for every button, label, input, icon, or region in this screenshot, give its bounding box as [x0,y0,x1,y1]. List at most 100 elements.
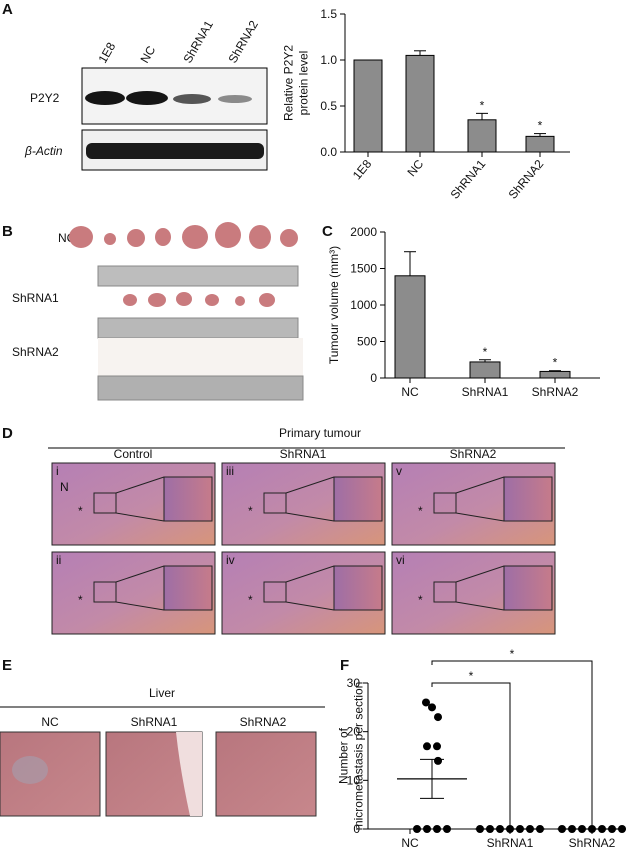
panel-numeral: iv [226,553,235,567]
y-tick-label: 10 [347,773,361,787]
row-label: P2Y2 [30,91,60,105]
significance-bracket [431,682,511,829]
bar [467,119,497,153]
lane-label: ShRNA2 [225,18,261,66]
asterisk: * [418,504,423,518]
data-point [428,703,436,712]
y-tick-label: 0 [353,822,360,836]
data-point [434,756,442,765]
bar [539,370,571,379]
panel-label: B [2,223,13,240]
band [86,143,264,159]
panel-numeral: vi [396,553,405,567]
x-tick-label: ShRNA1 [448,157,489,202]
tumour-photo: NC ShRNA1 ShRNA2 [12,222,304,401]
data-point [434,713,442,722]
band [126,91,168,105]
data-point [423,742,431,751]
zoom-box [93,492,117,514]
x-tick-label: ShRNA1 [462,385,509,399]
y-tick-label: 1000 [350,298,377,312]
y-axis-label: micrometastasis per section [352,682,366,831]
histology-inset [333,476,383,522]
histology-inset [333,565,383,611]
row-label: ShRNA1 [12,291,59,305]
bar [525,135,555,153]
column-label: ShRNA2 [450,447,497,461]
asterisk: * [248,593,253,607]
column-label: NC [41,715,59,729]
y-tick-label: 0 [370,371,377,385]
band [173,94,211,104]
bar [469,361,501,379]
column-label: ShRNA1 [280,447,327,461]
significance: * [553,356,558,370]
significance: * [538,119,543,133]
zoom-line [285,476,335,494]
zoom-box [433,492,457,514]
bar [353,59,383,153]
zoom-box [263,581,287,603]
zoom-line [115,512,165,522]
zoom-line [455,565,505,583]
significance: * [510,647,515,661]
band [218,95,252,103]
panel-label: E [2,657,12,674]
histology-inset [503,565,553,611]
zoom-line [115,601,165,611]
zoom-box [93,581,117,603]
x-tick-label: NC [401,836,419,850]
x-tick-label: NC [404,157,426,180]
significance: * [483,345,488,359]
lane-label: ShRNA1 [180,18,216,66]
zoom-line [455,476,505,494]
lane-label: 1E8 [95,40,118,66]
panel-numeral: iii [226,464,234,478]
liver: Liver NC ShRNA1 ShRNA2 [0,686,325,817]
significance-bracket [431,660,593,829]
y-tick-label: 0.0 [320,145,337,159]
histology-inset [163,565,213,611]
panel-numeral: i [56,464,59,478]
asterisk: * [78,504,83,518]
column-label: ShRNA1 [131,715,178,729]
panel-label: F [340,657,349,674]
data-point [443,825,451,833]
data-point [433,742,441,751]
region-marker: N [60,480,69,494]
y-tick-label: 20 [347,725,361,739]
y-tick-label: 1.0 [320,53,337,67]
x-tick-label: ShRNA2 [532,385,579,399]
significance: * [480,98,485,112]
zoom-box [433,581,457,603]
bar [394,275,426,379]
y-tick-label: 500 [357,335,377,349]
histology-inset [503,476,553,522]
zoom-box [263,492,287,514]
y-tick-label: 1.5 [320,7,337,21]
asterisk: * [78,593,83,607]
lane-label: NC [137,43,158,65]
data-point [433,825,441,833]
data-point [422,698,430,707]
zoom-line [285,601,335,611]
panel-label: D [2,425,13,442]
data-point [413,825,421,833]
x-tick-label: 1E8 [350,157,375,183]
y-tick-label: 30 [347,676,361,690]
y-tick-label: 0.5 [320,99,337,113]
y-tick-label: 1500 [350,262,377,276]
histology: Primary tumour Control ShRNA1 ShRNA2 i * N… [48,426,565,635]
panel-numeral: v [396,464,402,478]
zoom-line [285,565,335,583]
section-title: Liver [149,686,175,700]
zoom-line [115,476,165,494]
significance: * [469,669,474,683]
panel-numeral: ii [56,553,61,567]
column-label: ShRNA2 [240,715,287,729]
y-axis-label: Tumour volume (mm³) [327,246,341,364]
x-tick-label: NC [401,385,419,399]
x-tick-label: ShRNA2 [569,836,616,850]
histology-inset [163,476,213,522]
bar [405,54,435,153]
